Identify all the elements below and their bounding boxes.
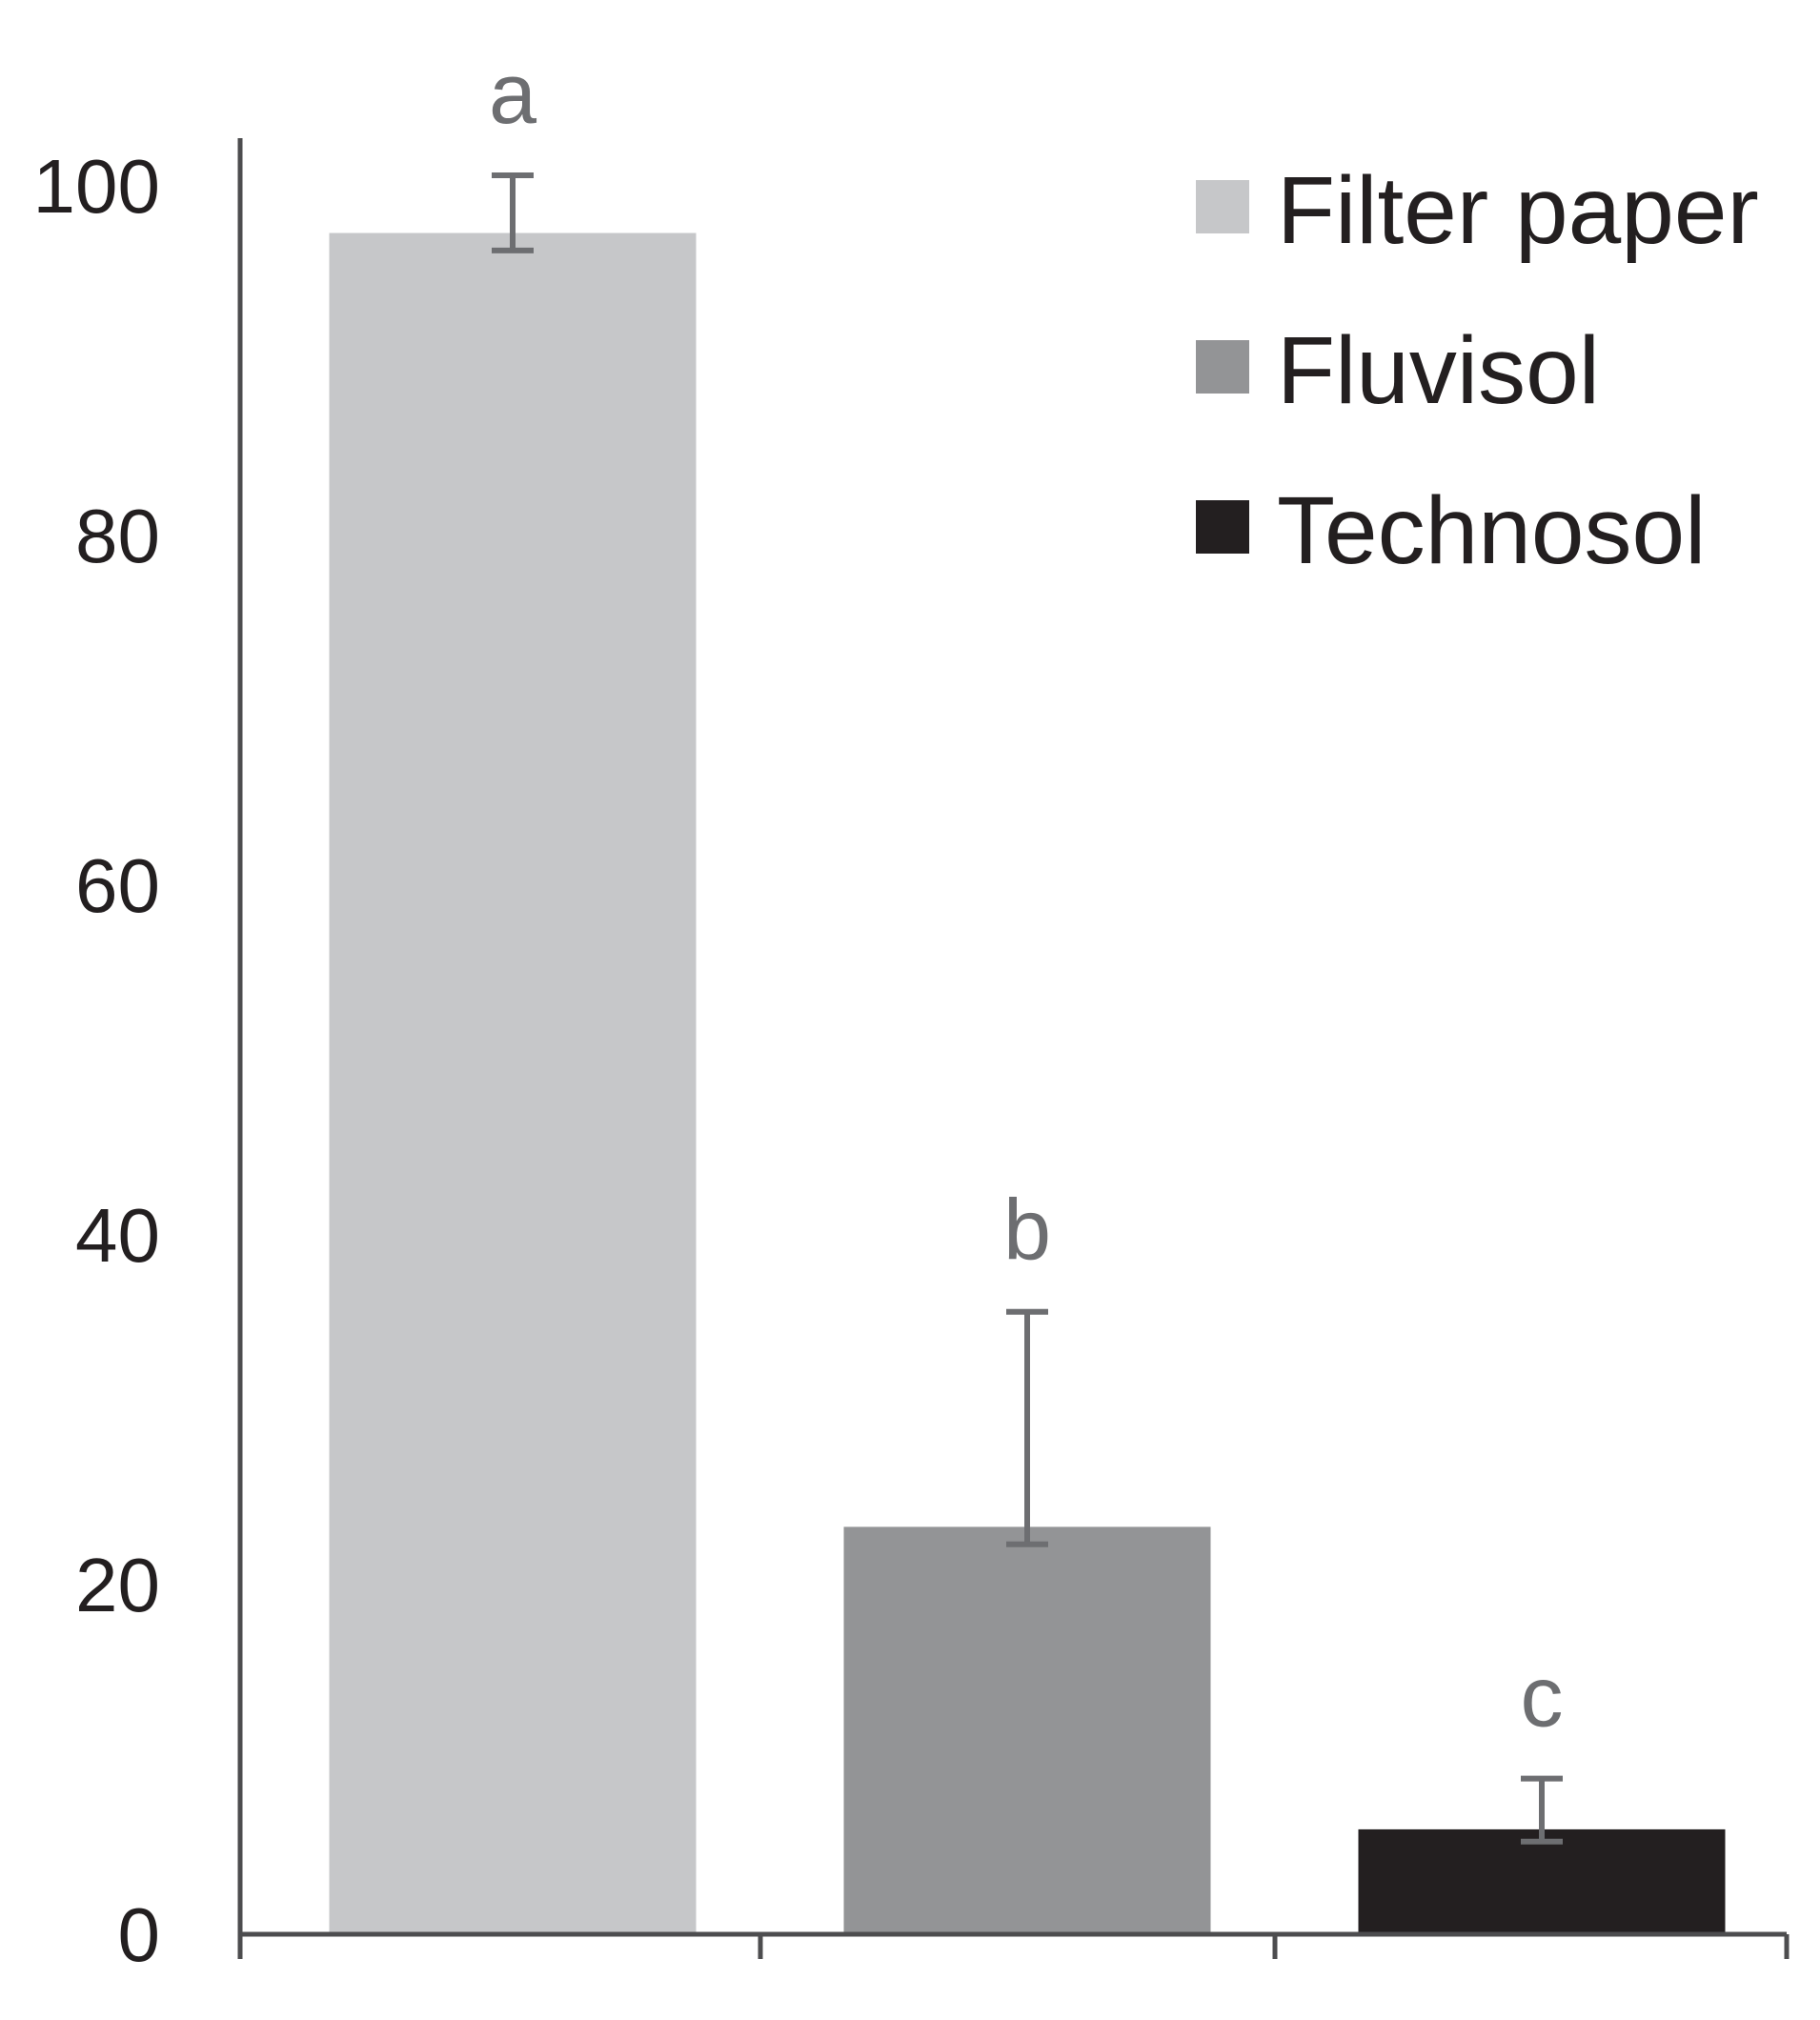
bar-technosol	[1358, 1828, 1726, 1934]
significance-label-a: a	[489, 47, 537, 142]
y-tick-label-20: 20	[75, 1543, 160, 1627]
y-tick-label-80: 80	[75, 494, 160, 578]
legend-label-filter-paper: Filter paper	[1277, 157, 1759, 264]
significance-label-c: c	[1521, 1650, 1564, 1746]
y-tick-label-100: 100	[33, 144, 160, 229]
legend-swatch-technosol	[1196, 500, 1249, 554]
legend-swatch-fluvisol	[1196, 340, 1249, 394]
legend-label-fluvisol: Fluvisol	[1277, 317, 1600, 424]
y-tick-label-40: 40	[75, 1193, 160, 1278]
y-tick-label-0: 0	[118, 1892, 161, 1977]
bar-fluvisol	[843, 1526, 1211, 1934]
y-tick-label-60: 60	[75, 843, 160, 928]
bar-filter-paper	[329, 232, 697, 1934]
legend-swatch-filter-paper	[1196, 180, 1249, 233]
significance-label-b: b	[1003, 1183, 1051, 1279]
legend-label-technosol: Technosol	[1277, 477, 1706, 584]
